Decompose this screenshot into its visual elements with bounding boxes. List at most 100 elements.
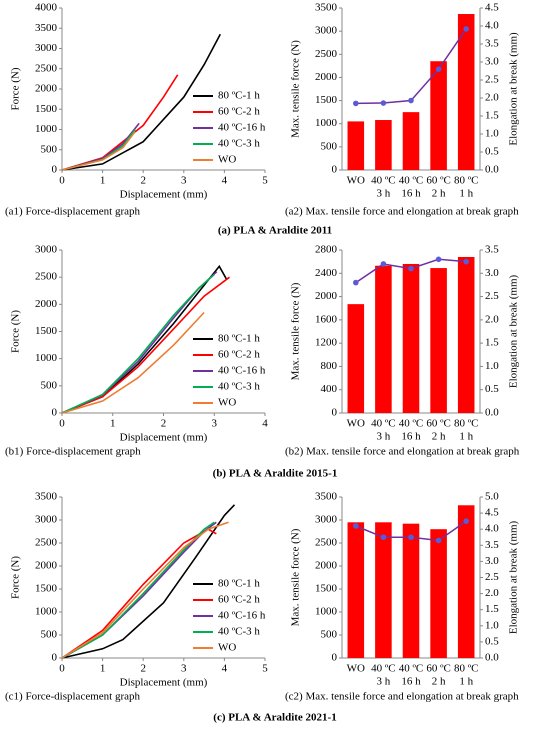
y2-tick-label: 1.5 xyxy=(485,603,499,615)
y2-tick-label: 2.0 xyxy=(485,587,499,599)
series-line xyxy=(61,33,222,171)
y-axis-title: Max. tensile force (N) xyxy=(290,282,302,380)
line-marker xyxy=(408,97,414,104)
y2-tick-label: 2.5 xyxy=(485,290,499,302)
y-tick-label: 1000 xyxy=(315,117,338,129)
y2-tick-label: 4.5 xyxy=(485,2,499,14)
y2-tick-label: 1.5 xyxy=(485,110,499,122)
x-tick-label: 2 h xyxy=(432,676,446,688)
x-tick-label: 3 h xyxy=(377,431,391,443)
x-tick-label: 0 xyxy=(59,418,65,430)
y-tick-label: 1500 xyxy=(35,325,58,337)
y2-tick-label: 1.5 xyxy=(485,337,499,349)
y2-tick-label: 0.0 xyxy=(485,652,499,664)
y-tick-label: 500 xyxy=(41,629,58,641)
y2-tick-label: 2.5 xyxy=(485,571,499,583)
y-tick-label: 2500 xyxy=(35,537,58,549)
x-tick-label: 80 ºC xyxy=(454,418,479,430)
x-tick-label: 3 h xyxy=(377,188,391,200)
x-tick-label: 80 ºC xyxy=(454,663,479,675)
x-tick-label: 1 xyxy=(100,663,106,675)
y2-tick-label: 5.0 xyxy=(485,491,499,503)
series-line xyxy=(61,276,230,414)
x-tick-label: 2 xyxy=(140,663,146,675)
x-tick-label: 16 h xyxy=(401,188,421,200)
legend-label: 80 ºC-1 h xyxy=(218,333,260,345)
legend-label: 80 ºC-1 h xyxy=(218,90,260,102)
y-axis-title: Force (N) xyxy=(10,556,22,599)
y-tick-label: 2000 xyxy=(35,298,58,310)
bar xyxy=(375,522,392,658)
bar xyxy=(402,263,420,413)
y2-tick-label: 3.5 xyxy=(485,539,499,551)
x-tick-label: 80 ºC xyxy=(454,175,479,187)
y2-tick-label: 3.0 xyxy=(485,555,499,567)
x-tick-label: 1 xyxy=(100,175,106,187)
y-tick-label: 2000 xyxy=(35,560,58,572)
y-tick-label: 1500 xyxy=(35,103,58,115)
series-line xyxy=(355,28,467,105)
y-tick-label: 0 xyxy=(52,652,58,664)
y-tick-label: 4000 xyxy=(35,2,58,14)
y-tick-label: 400 xyxy=(321,383,338,395)
line-marker xyxy=(408,534,414,541)
x-tick-label: 0 xyxy=(59,663,65,675)
y2-axis-title: Elongation at break (mm) xyxy=(508,32,520,146)
x-tick-label: 4 xyxy=(262,418,268,430)
x-tick-label: 3 xyxy=(181,663,187,675)
y-tick-label: 3500 xyxy=(315,491,338,503)
x-axis-title: Displacement (mm) xyxy=(120,189,208,201)
y2-tick-label: 0.0 xyxy=(485,164,499,176)
y2-tick-label: 2.0 xyxy=(485,92,499,104)
y-axis-title: Max. tensile force (N) xyxy=(290,528,302,626)
y-tick-label: 3500 xyxy=(35,491,58,503)
y-tick-label: 1000 xyxy=(35,352,58,364)
y2-tick-label: 3.0 xyxy=(485,56,499,68)
legend-label: 40 ºC-16 h xyxy=(218,365,266,377)
legend-label: WO xyxy=(218,154,236,166)
x-axis-title: Displacement (mm) xyxy=(120,432,208,444)
y-tick-label: 3000 xyxy=(35,514,58,526)
legend-label: WO xyxy=(218,397,236,409)
x-tick-label: 60 ºC xyxy=(426,663,451,675)
y-tick-label: 1000 xyxy=(35,606,58,618)
y2-tick-label: 4.0 xyxy=(485,20,499,32)
y-tick-label: 500 xyxy=(321,629,338,641)
figure-caption: (c) PLA & Araldite 2021-1 xyxy=(213,712,336,724)
y2-axis-title: Elongation at break (mm) xyxy=(508,275,520,389)
caption: (a2) Max. tensile force and elongation a… xyxy=(285,206,519,218)
x-tick-label: WO xyxy=(347,418,365,430)
y-tick-label: 0 xyxy=(52,164,58,176)
x-tick-label: 4 xyxy=(222,175,228,187)
x-tick-label: 40 ºC xyxy=(399,418,424,430)
bar xyxy=(430,61,447,170)
y-tick-label: 800 xyxy=(321,360,338,372)
bar xyxy=(457,256,475,413)
y2-tick-label: 0.5 xyxy=(485,635,499,647)
caption: (c2) Max. tensile force and elongation a… xyxy=(285,691,519,703)
y-tick-label: 3000 xyxy=(315,25,338,37)
x-tick-label: 1 h xyxy=(459,676,473,688)
series-line xyxy=(61,521,215,659)
y2-tick-label: 2.0 xyxy=(485,313,499,325)
line-marker xyxy=(435,66,442,72)
y-axis-title: Max. tensile force (N) xyxy=(290,40,302,138)
bar xyxy=(402,112,420,170)
series-line xyxy=(61,131,136,171)
x-tick-label: 3 xyxy=(212,418,218,430)
y-tick-label: 2000 xyxy=(315,71,338,83)
y-tick-label: 3500 xyxy=(35,22,58,34)
legend-label: 40 ºC-3 h xyxy=(218,381,260,393)
x-tick-label: 4 xyxy=(222,663,228,675)
y-axis-title: Force (N) xyxy=(10,67,22,110)
line-marker xyxy=(463,518,470,524)
x-tick-label: 0 xyxy=(59,175,65,187)
x-tick-label: 16 h xyxy=(401,676,421,688)
x-tick-label: WO xyxy=(347,663,365,675)
y-tick-label: 1500 xyxy=(315,94,338,106)
x-tick-label: 40 ºC xyxy=(371,175,396,187)
series-line xyxy=(61,521,229,659)
y2-tick-label: 3.5 xyxy=(485,38,499,50)
x-tick-label: 2 xyxy=(140,175,146,187)
x-tick-label: WO xyxy=(347,175,365,187)
